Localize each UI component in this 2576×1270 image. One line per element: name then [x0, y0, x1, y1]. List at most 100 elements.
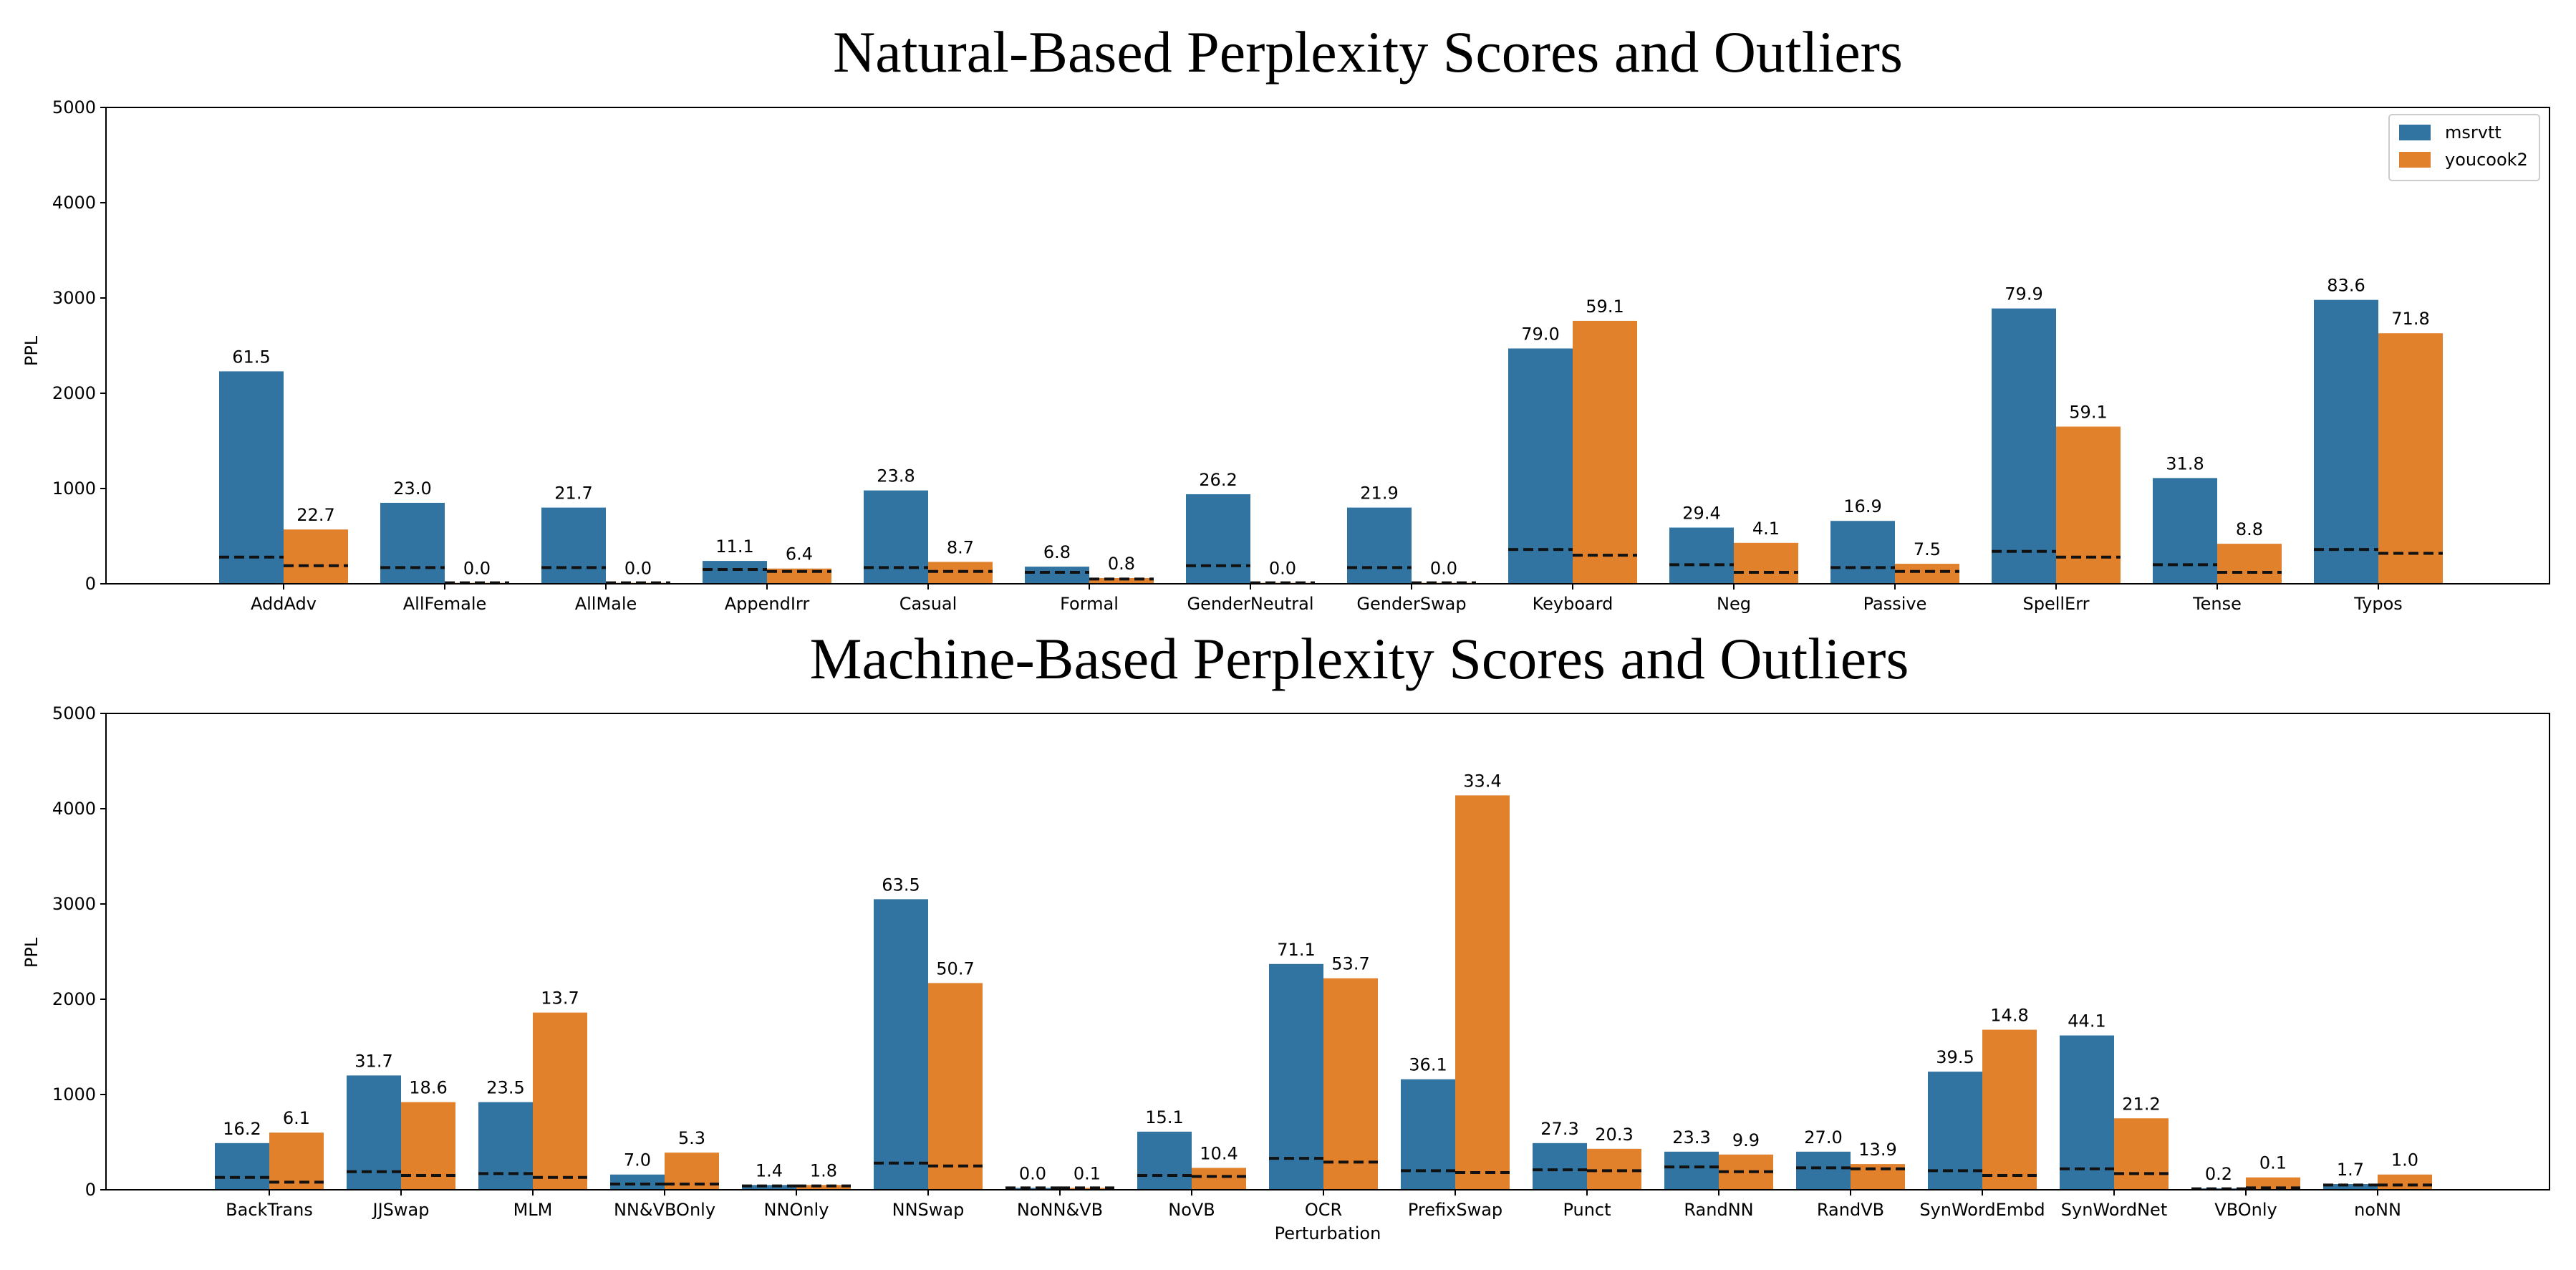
natural-y-tick-label: 4000	[52, 193, 96, 213]
machine-bar-msrvtt	[215, 1142, 269, 1190]
machine-bar-msrvtt	[742, 1185, 796, 1190]
machine-data-label-youcook2: 5.3	[678, 1128, 705, 1148]
machine-bar-youcook2	[2246, 1177, 2300, 1190]
natural-bar-msrvtt	[2314, 299, 2378, 584]
natural-x-tick-label: Formal	[1060, 594, 1119, 614]
machine-bar-msrvtt	[478, 1102, 533, 1190]
machine-data-label-youcook2: 50.7	[936, 958, 974, 978]
machine-data-label-youcook2: 1.0	[2391, 1150, 2418, 1170]
natural-x-tick-label: Casual	[899, 594, 957, 614]
machine-x-tick-label: NoNN&VB	[1017, 1200, 1103, 1220]
machine-x-tick-label: MLM	[513, 1200, 553, 1220]
machine-y-tick-label: 5000	[52, 703, 96, 723]
machine-bar-youcook2	[2114, 1118, 2169, 1190]
natural-data-label-youcook2: 59.1	[1586, 297, 1624, 317]
machine-data-label-msrvtt: 27.0	[1804, 1127, 1842, 1148]
natural-bar-msrvtt	[1992, 308, 2056, 584]
natural-bar-msrvtt	[1508, 348, 1573, 584]
machine-data-label-youcook2: 9.9	[1732, 1130, 1760, 1150]
natural-data-label-youcook2: 22.7	[296, 505, 334, 525]
machine-data-label-msrvtt: 7.0	[624, 1150, 651, 1170]
machine-x-axis-label: Perturbation	[1275, 1223, 1381, 1243]
natural-x-tick-label: SpellErr	[2022, 594, 2089, 614]
machine-data-label-msrvtt: 15.1	[1145, 1107, 1183, 1127]
machine-bar-msrvtt	[874, 899, 928, 1190]
natural-bar-youcook2	[2056, 426, 2121, 584]
natural-data-label-youcook2: 0.8	[1108, 554, 1135, 574]
machine-data-label-youcook2: 20.3	[1595, 1125, 1633, 1145]
natural-y-tick-label: 0	[85, 574, 96, 594]
natural-data-label-msrvtt: 21.9	[1360, 484, 1398, 504]
natural-data-label-msrvtt: 26.2	[1199, 470, 1237, 490]
machine-data-label-youcook2: 0.1	[1074, 1163, 1101, 1183]
natural-bar-msrvtt	[1830, 521, 1895, 584]
natural-bar-msrvtt	[541, 507, 606, 584]
machine-x-tick-label: NoVB	[1168, 1200, 1215, 1220]
machine-data-label-msrvtt: 63.5	[882, 875, 920, 895]
natural-data-label-msrvtt: 79.9	[2005, 284, 2042, 304]
machine-data-label-youcook2: 18.6	[409, 1078, 447, 1098]
natural-x-tick-label: Tense	[2192, 594, 2242, 614]
natural-data-label-msrvtt: 29.4	[1682, 504, 1720, 524]
machine-data-label-msrvtt: 39.5	[1936, 1047, 1974, 1067]
machine-data-label-msrvtt: 27.3	[1540, 1119, 1578, 1139]
machine-y-tick-label: 1000	[52, 1084, 96, 1105]
machine-data-label-youcook2: 21.2	[2122, 1094, 2160, 1114]
machine-data-label-youcook2: 6.1	[283, 1108, 310, 1128]
natural-data-label-youcook2: 8.8	[2236, 519, 2263, 539]
machine-bar-msrvtt	[1137, 1131, 1192, 1190]
natural-x-tick-label: Typos	[2353, 594, 2403, 614]
natural-bar-youcook2	[1089, 578, 1154, 584]
natural-data-label-youcook2: 0.0	[1269, 559, 1296, 579]
natural-bar-msrvtt	[1025, 567, 1089, 584]
machine-data-label-msrvtt: 23.3	[1672, 1127, 1710, 1148]
natural-data-label-youcook2: 8.7	[947, 537, 974, 557]
natural-data-label-msrvtt: 31.8	[2166, 453, 2204, 473]
machine-data-label-msrvtt: 1.4	[756, 1160, 783, 1180]
natural-bar-msrvtt	[1347, 507, 1412, 584]
machine-y-axis-label: PPL	[21, 937, 42, 968]
natural-bar-msrvtt	[219, 371, 284, 584]
natural-data-label-msrvtt: 21.7	[554, 484, 592, 504]
machine-bar-youcook2	[533, 1012, 587, 1190]
legend-label-msrvtt: msrvtt	[2445, 122, 2502, 143]
legend-swatch-youcook2	[2399, 152, 2431, 168]
natural-data-label-msrvtt: 23.0	[393, 478, 431, 499]
natural-bar-youcook2	[2217, 544, 2282, 584]
machine-y-tick-label: 3000	[52, 894, 96, 914]
machine-chart: Machine-Based Perplexity Scores and Outl…	[21, 626, 2550, 1243]
machine-x-tick-label: VBOnly	[2214, 1200, 2277, 1220]
natural-y-tick-label: 1000	[52, 478, 96, 499]
machine-data-label-msrvtt: 1.7	[2337, 1160, 2364, 1180]
machine-x-tick-label: NNSwap	[892, 1200, 965, 1220]
machine-data-label-youcook2: 13.9	[1858, 1140, 1896, 1160]
machine-x-tick-label: RandNN	[1684, 1200, 1753, 1220]
natural-bar-youcook2	[1895, 564, 1959, 584]
machine-x-tick-label: noNN	[2354, 1200, 2401, 1220]
natural-x-tick-label: Keyboard	[1533, 594, 1613, 614]
natural-x-tick-label: AllFemale	[403, 594, 487, 614]
machine-bar-youcook2	[1455, 795, 1510, 1190]
natural-x-tick-label: Passive	[1863, 594, 1927, 614]
natural-data-label-youcook2: 6.4	[786, 544, 813, 564]
machine-data-label-msrvtt: 36.1	[1409, 1055, 1447, 1075]
machine-bar-msrvtt	[1664, 1151, 1719, 1190]
machine-x-tick-label: BackTrans	[226, 1200, 313, 1220]
machine-bar-msrvtt	[1533, 1142, 1587, 1190]
natural-data-label-youcook2: 71.8	[2391, 309, 2429, 329]
natural-bar-msrvtt	[864, 490, 928, 584]
machine-x-tick-label: JJSwap	[372, 1200, 430, 1220]
machine-bar-msrvtt	[1796, 1151, 1851, 1190]
machine-bar-youcook2	[1323, 978, 1378, 1190]
natural-bar-msrvtt	[1186, 494, 1250, 584]
machine-x-tick-label: SynWordEmbd	[1919, 1200, 2045, 1220]
legend-label-youcook2: youcook2	[2445, 150, 2528, 170]
machine-data-label-youcook2: 1.8	[810, 1160, 837, 1180]
machine-data-label-msrvtt: 0.0	[1019, 1163, 1046, 1183]
machine-bar-youcook2	[796, 1185, 851, 1190]
natural-data-label-youcook2: 7.5	[1914, 539, 1941, 559]
machine-y-tick-label: 2000	[52, 989, 96, 1009]
natural-y-tick-label: 3000	[52, 288, 96, 308]
machine-bar-youcook2	[2378, 1174, 2432, 1190]
